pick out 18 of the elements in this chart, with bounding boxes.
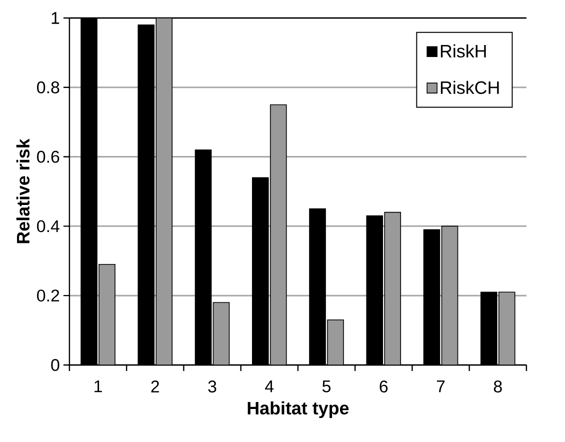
y-tick-label: 0.2 (37, 290, 60, 302)
y-tick-label: 0.6 (37, 150, 60, 163)
x-tick-label: 6 (380, 380, 388, 393)
x-tick-label: 3 (208, 380, 216, 393)
y-tick-label: 0.4 (37, 220, 60, 232)
x-tick-label: 5 (322, 380, 330, 392)
x-tick-label: 2 (151, 380, 159, 392)
x-tick-label: 7 (436, 380, 445, 392)
y-tick-label: 0 (51, 358, 60, 371)
legend-label: RiskH (440, 44, 486, 58)
legend-label: RiskCH (440, 80, 499, 94)
y-tick-label: 1 (52, 12, 60, 24)
x-axis-title: Habitat type (248, 401, 349, 418)
y-axis-title: Relative risk (16, 138, 30, 244)
x-tick-label: 4 (265, 380, 274, 392)
x-tick-label: 8 (494, 380, 502, 393)
y-tick-label: 0.8 (37, 81, 60, 94)
x-tick-label: 1 (94, 380, 102, 392)
